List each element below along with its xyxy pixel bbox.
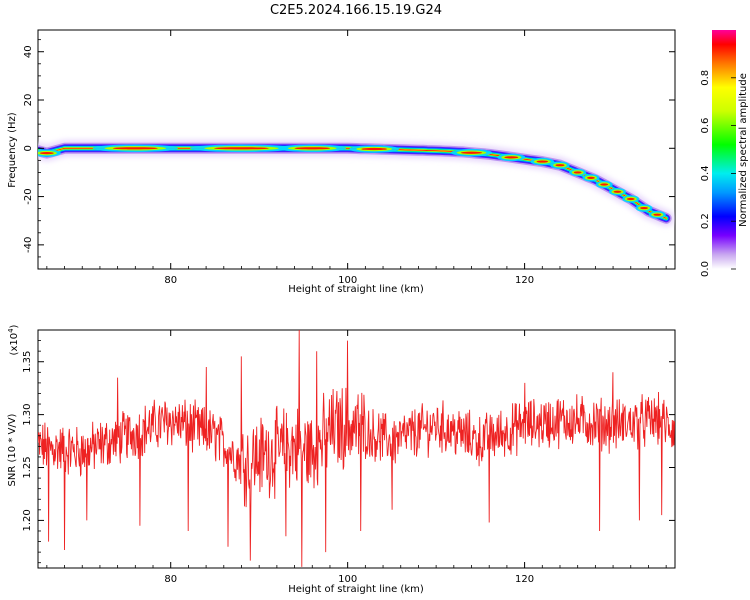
spectrogram-y-tick-label: -40	[23, 237, 34, 253]
colorbar-ticks: 0.0 0.2 0.4 0.6 0.8	[700, 70, 736, 277]
spectrogram-x-tick-label: 120	[515, 275, 534, 286]
snr-series-line	[38, 330, 675, 567]
spectrogram-bead-peak	[586, 176, 595, 179]
snr-x-label: Height of straight line (km)	[288, 584, 424, 595]
snr-y-tick-label: 1.25	[22, 456, 33, 478]
snr-multiplier-suffix: )	[9, 324, 20, 328]
colorbar-tick-label: 0.0	[700, 261, 711, 277]
spectrogram-bead-peak	[39, 152, 54, 155]
spectrogram-bead-peak	[504, 156, 519, 159]
spectrogram-bead-peak	[573, 171, 582, 174]
colorbar: 0.0 0.2 0.4 0.6 0.8 Normalized spectral ampl…	[700, 30, 749, 277]
colorbar-tick-label: 0.6	[700, 118, 711, 134]
spectrogram-bead-peak	[294, 147, 331, 150]
snr-y-tick-label: 1.20	[22, 509, 33, 531]
spectrogram-y-tick-label: -20	[23, 188, 34, 204]
snr-multiplier-exponent: 4	[7, 328, 15, 333]
colorbar-label: Normalized spectral amplitude	[738, 73, 749, 227]
snr-x-tick-label: 80	[164, 574, 177, 585]
spectrogram-ridge	[38, 140, 675, 227]
snr-y-tick-label: 1.30	[22, 403, 33, 425]
spectrogram-bead-peak	[536, 160, 549, 163]
colorbar-tick-label: 0.2	[700, 213, 711, 229]
snr-frame	[37, 329, 676, 569]
snr-x-tick-label: 120	[515, 574, 534, 585]
snr-x-tick-label: 100	[338, 574, 357, 585]
figure-title: C2E5.2024.166.15.19.G24	[270, 3, 442, 18]
spectrogram-bead-peak	[361, 147, 388, 151]
spectrogram-panel: 80 100 120 -40 -20 0 20 40 Height of straight l…	[7, 29, 676, 295]
spectrogram-x-tick-label: 100	[338, 275, 357, 286]
spectrogram-x-tick-label: 80	[164, 275, 177, 286]
spectrogram-bead-peak	[555, 164, 565, 167]
colorbar-tick-label: 0.8	[700, 70, 711, 86]
snr-y-label: SNR (10 * V/V)	[7, 413, 18, 486]
spectrogram-bead-peak	[640, 206, 649, 210]
snr-panel: 80 100 120 1.20 1.25 1.30 1.35 Height of strai…	[7, 324, 676, 595]
snr-y-tick-label: 1.35	[22, 351, 33, 373]
spectrogram-bead-peak	[626, 197, 635, 201]
colorbar-gradient	[712, 30, 736, 269]
colorbar-tick-label: 0.4	[700, 165, 711, 181]
snr-multiplier-prefix: (x10	[9, 333, 20, 356]
spectrogram-y-tick-label: 0	[23, 145, 34, 151]
spectrogram-bead-peak	[600, 183, 609, 186]
spectrogram-bead-peak	[112, 147, 158, 150]
spectrogram-bead-peak	[460, 151, 483, 154]
spectrogram-x-label: Height of straight line (km)	[288, 284, 424, 295]
spectrogram-y-label: Frequency (Hz)	[7, 112, 18, 188]
spectrogram-y-tick-label: 20	[23, 94, 34, 107]
snr-multiplier-label: (x104)	[7, 324, 20, 355]
spectrogram-axes-ticks: 80 100 120 -40 -20 0 20 40	[23, 30, 675, 286]
spectrogram-y-tick-label: 40	[23, 45, 34, 58]
spectrogram-bead-peak	[613, 190, 622, 193]
spectrogram-bead-peak	[214, 147, 269, 150]
snr-axes-ticks: 80 100 120 1.20 1.25 1.30 1.35	[22, 329, 675, 585]
spectrogram-bead-peak	[653, 213, 662, 216]
